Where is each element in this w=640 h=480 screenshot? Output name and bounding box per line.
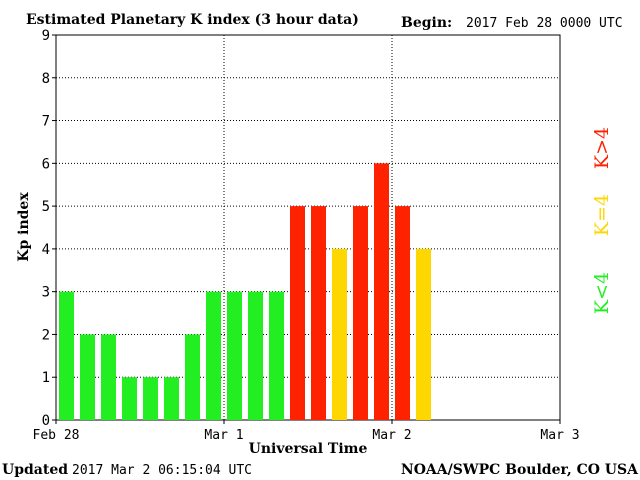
- legend-below: K<4: [591, 272, 613, 314]
- updated-value: 2017 Mar 2 06:15:04 UTC: [72, 463, 252, 478]
- x-tick-label: Mar 3: [540, 428, 579, 443]
- kp-bar: [101, 334, 116, 420]
- y-tick-label: 5: [42, 199, 50, 215]
- y-tick-label: 0: [42, 413, 50, 429]
- kp-bar: [332, 248, 347, 420]
- legend-equal: K=4: [591, 194, 613, 236]
- grid-lines: [56, 35, 560, 420]
- y-tick-label: 6: [42, 156, 50, 172]
- y-tick-label: 1: [42, 370, 50, 386]
- y-tick-label: 2: [42, 327, 50, 343]
- y-tick-label: 8: [42, 71, 50, 87]
- kp-bar: [353, 206, 368, 420]
- kp-bar: [395, 206, 410, 420]
- updated-label: Updated: [2, 462, 68, 478]
- kp-bar: [311, 206, 326, 420]
- credit: NOAA/SWPC Boulder, CO USA: [401, 462, 639, 478]
- y-tick-label: 4: [42, 242, 50, 258]
- y-tick-label: 7: [42, 114, 50, 130]
- kp-bar: [143, 377, 158, 420]
- kp-bar: [122, 377, 137, 420]
- begin-label: Begin:: [401, 15, 452, 31]
- kp-bar: [248, 291, 263, 420]
- x-tick-label: Mar 2: [372, 428, 411, 443]
- x-axis-ticks: Feb 28 Mar 1 Mar 2 Mar 3: [33, 420, 580, 443]
- kp-bar: [185, 334, 200, 420]
- legend-above: K>4: [591, 127, 613, 169]
- kp-bar: [164, 377, 179, 420]
- kp-bar: [416, 248, 431, 420]
- kp-bar: [59, 291, 74, 420]
- kp-bar: [269, 291, 284, 420]
- begin-value: 2017 Feb 28 0000 UTC: [466, 16, 623, 31]
- kp-bar: [227, 291, 242, 420]
- chart-title: Estimated Planetary K index (3 hour data…: [26, 12, 359, 28]
- y-tick-label: 9: [42, 28, 50, 44]
- x-axis-label: Universal Time: [249, 441, 368, 457]
- x-tick-label: Feb 28: [33, 428, 80, 443]
- kp-bar: [80, 334, 95, 420]
- y-axis-ticks: 0 1 2 3 4 5 6 7 8 9: [42, 28, 56, 429]
- x-tick-label: Mar 1: [204, 428, 243, 443]
- bar-series: [59, 163, 431, 421]
- kp-bar: [290, 206, 305, 420]
- legend: K>4 K=4 K<4: [591, 127, 613, 314]
- y-axis-label: Kp index: [16, 192, 32, 262]
- kp-bar: [374, 163, 389, 421]
- y-tick-label: 3: [42, 285, 50, 301]
- kp-bar: [206, 291, 221, 420]
- plot-area: [55, 34, 561, 421]
